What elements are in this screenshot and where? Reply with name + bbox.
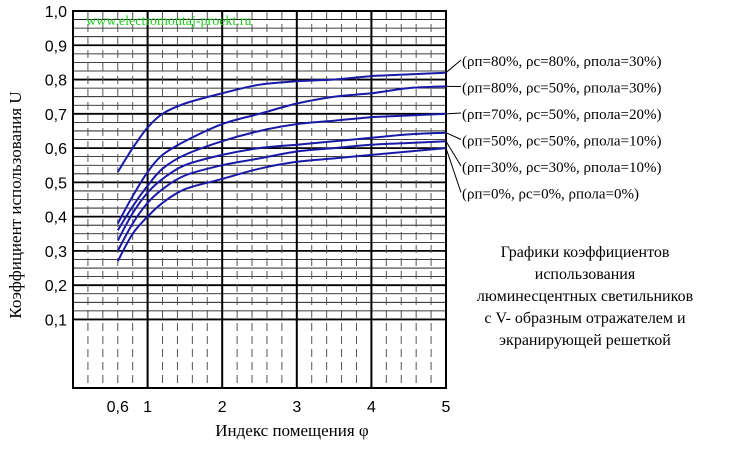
legend-label-1: (ρп=80%, ρс=80%, ρпола=30%) [462, 54, 661, 70]
y-tick-label: 0,2 [45, 278, 67, 295]
legend-leader-line [445, 140, 462, 167]
chart-grid [72, 10, 447, 389]
series-line-6 [116, 147, 447, 262]
caption-line: люминесцентных светильников [476, 288, 694, 305]
y-tick-label: 0,6 [45, 141, 67, 158]
series-line-2 [116, 85, 447, 224]
y-axis-label: Коэффициент использования U [6, 91, 25, 318]
series-line-4 [116, 131, 447, 242]
legend-leader-line [445, 112, 462, 115]
x-tick-label: 2 [218, 399, 227, 416]
legend-leader-line [445, 59, 462, 74]
legend-leader-line [445, 132, 462, 140]
caption-line: Графики коэффициентов [500, 244, 670, 261]
legend-leader-line [445, 147, 462, 193]
y-tick-label: 0,4 [45, 210, 67, 227]
y-tick-label: 0,1 [45, 312, 67, 329]
y-tick-label: 1,0 [45, 4, 67, 21]
legend-label-6: (ρп=0%, ρс=0%, ρпола=0%) [462, 187, 639, 203]
x-tick-label: 5 [442, 399, 451, 416]
x-tick-label: 3 [292, 399, 301, 416]
y-tick-label: 0,9 [45, 38, 67, 55]
legend-label-3: (ρп=70%, ρс=50%, ρпола=20%) [462, 107, 661, 123]
series-line-5 [116, 140, 447, 252]
y-tick-label: 0,3 [45, 244, 67, 261]
legend-label-2: (ρп=80%, ρс=50%, ρпола=30%) [462, 81, 661, 97]
caption-line: с V- образным отражателем и [484, 310, 686, 327]
y-tick-label: 0,5 [45, 175, 67, 192]
x-axis-label: Индекс помещения φ [215, 421, 369, 440]
legend-label-5: (ρп=30%, ρс=30%, ρпола=10%) [462, 160, 661, 176]
series-line-3 [116, 112, 447, 231]
chart-caption: Графики коэффициентов использования люмине… [440, 242, 730, 352]
series-line-1 [116, 71, 447, 173]
legend-label-4: (ρп=50%, ρс=50%, ρпола=10%) [462, 134, 661, 150]
y-tick-label: 0,7 [45, 107, 67, 124]
x-tick-label: 4 [367, 399, 376, 416]
watermark: www.electromontaj-proekt.ru [86, 14, 251, 29]
chart-tick-labels: 0,1 0,2 0,3 0,4 0,5 0,6 0,7 0,8 0,9 1,0 0,6 1 2 3 4 5 [45, 4, 451, 416]
chart-legend: (ρп=80%, ρс=80%, ρпола=30%) (ρп=80%, ρс=5… [445, 54, 661, 203]
plot-frame [72, 10, 447, 389]
caption-line: использования [534, 266, 636, 283]
caption-line: экранирующей решеткой [499, 332, 671, 349]
x-tick-label: 1 [143, 399, 152, 416]
y-tick-label: 0,8 [45, 73, 67, 90]
chart-series [116, 71, 447, 262]
x-tick-label: 0,6 [107, 399, 129, 416]
